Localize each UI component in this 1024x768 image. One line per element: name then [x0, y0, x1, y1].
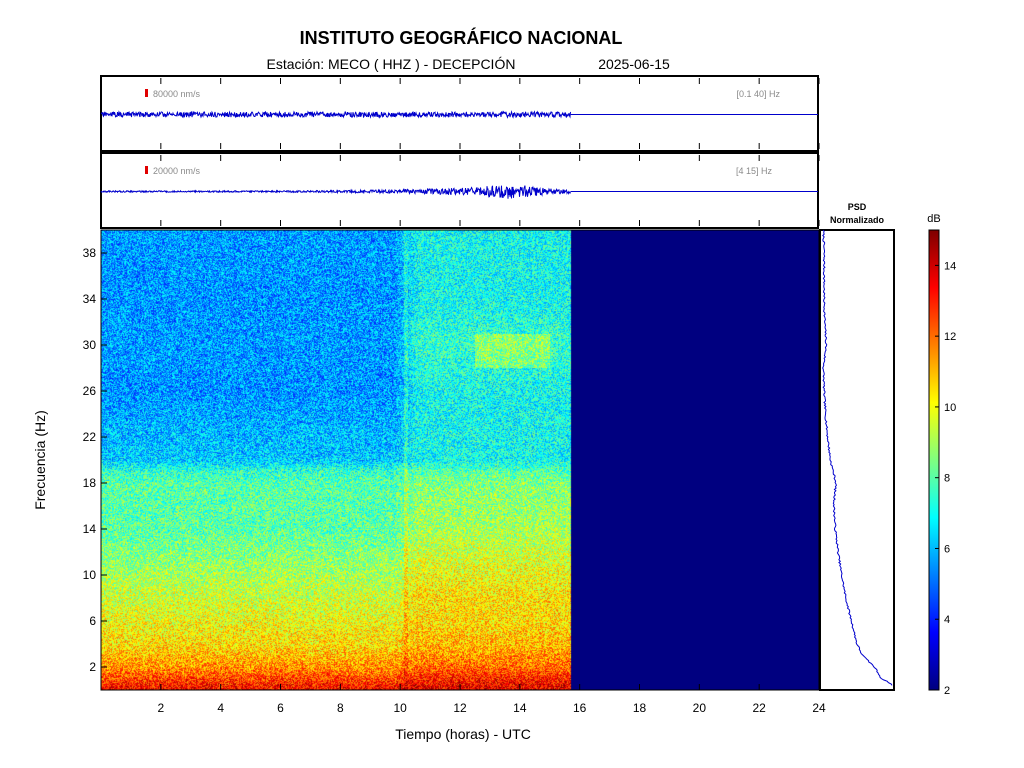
- scale-bar: [145, 166, 148, 174]
- filter-label: [4 15] Hz: [736, 166, 773, 176]
- y-axis-label: Frecuencia (Hz): [32, 410, 48, 510]
- seismogram-panel-filtered: 20000 nm/s [4 15] Hz: [100, 152, 820, 229]
- x-tick-label: 10: [393, 701, 407, 715]
- seismogram-trace: [100, 109, 571, 119]
- figure-title: INSTITUTO GEOGRÁFICO NACIONAL: [300, 27, 623, 48]
- colorbar-tick-label: 8: [944, 473, 950, 485]
- y-tick-label: 22: [83, 430, 97, 444]
- x-tick-label: 14: [513, 701, 527, 715]
- x-tick-label: 6: [277, 701, 284, 715]
- scale-bar: [145, 89, 148, 97]
- psd-frame: [819, 229, 895, 691]
- colorbar-tick-label: 4: [944, 614, 950, 626]
- y-tick-label: 26: [83, 384, 97, 398]
- station-label: Estación: MECO ( HHZ ) - DECEPCIÓN: [267, 56, 516, 72]
- colorbar-tick-label: 10: [944, 402, 956, 414]
- colorbar-tick-label: 14: [944, 260, 956, 272]
- scale-label: 20000 nm/s: [153, 166, 201, 176]
- x-tick-label: 8: [337, 701, 344, 715]
- seismogram-frame: [100, 75, 819, 152]
- x-tick-label: 24: [812, 701, 826, 715]
- y-tick-label: 18: [83, 476, 97, 490]
- y-tick-label: 34: [83, 292, 97, 306]
- scale-label: 80000 nm/s: [153, 89, 201, 99]
- y-tick-label: 6: [89, 614, 96, 628]
- x-tick-label: 2: [157, 701, 164, 715]
- filter-label: [0.1 40] Hz: [736, 89, 780, 99]
- x-tick-label: 12: [453, 701, 467, 715]
- x-tick-label: 4: [217, 701, 224, 715]
- y-tick-label: 30: [83, 338, 97, 352]
- psd-curve: [822, 229, 893, 686]
- colorbar: dB 2 4 6 8 10 12 14: [927, 213, 956, 697]
- colorbar-tick-label: 12: [944, 331, 956, 343]
- seismogram-frame: [100, 152, 819, 229]
- spectrogram-plot: 2 4 6 8 10 12 14 16 18 20 22 24 261014182226303438 …: [32, 229, 826, 742]
- y-tick-label: 14: [83, 522, 97, 536]
- x-tick-label: 20: [693, 701, 707, 715]
- spectrogram-image: [101, 230, 819, 690]
- x-axis-label: Tiempo (horas) - UTC: [395, 726, 531, 742]
- y-tick-label: 2: [89, 660, 96, 674]
- colorbar-label: dB: [927, 213, 940, 225]
- psd-panel: PSD Normalizado: [819, 202, 895, 691]
- colorbar-tick-label: 6: [944, 543, 950, 555]
- x-tick-label: 22: [752, 701, 766, 715]
- x-tick-label: 18: [633, 701, 647, 715]
- colorbar-tick-label: 2: [944, 685, 950, 697]
- psd-title-line1: PSD: [848, 202, 867, 212]
- seismogram-trace: [100, 185, 571, 199]
- y-tick-label: 38: [83, 246, 97, 260]
- seismogram-panel-broadband: 80000 nm/s [0.1 40] Hz: [100, 75, 820, 152]
- date-label: 2025-06-15: [598, 56, 670, 72]
- x-tick-label: 16: [573, 701, 587, 715]
- y-tick-label: 10: [83, 568, 97, 582]
- psd-title-line2: Normalizado: [830, 215, 885, 225]
- colorbar-gradient: [928, 229, 940, 691]
